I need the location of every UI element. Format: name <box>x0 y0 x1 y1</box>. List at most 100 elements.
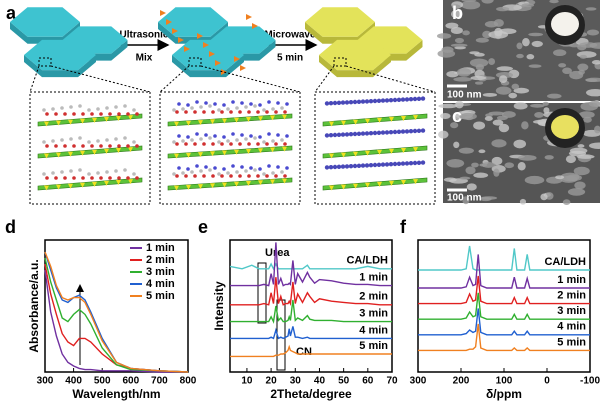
flake <box>473 121 486 130</box>
cn-atom <box>368 163 374 168</box>
panel-label: d <box>5 217 16 237</box>
slab-side <box>305 22 375 44</box>
flake <box>528 32 544 37</box>
cn-atom <box>360 131 366 136</box>
octahedron <box>353 151 358 157</box>
atom <box>135 176 139 180</box>
cn-atom <box>336 100 342 106</box>
atom <box>54 112 58 116</box>
atom <box>231 100 235 104</box>
octahedron <box>365 150 370 156</box>
flake <box>481 0 494 4</box>
ligand <box>203 42 209 48</box>
cn-atom <box>344 164 350 169</box>
x-tick-label: 10 <box>241 376 253 387</box>
series-line <box>230 344 392 358</box>
step-text: Microwave <box>264 30 316 41</box>
cn-atom <box>400 97 406 102</box>
atom <box>280 170 284 174</box>
cn-atom <box>412 160 418 166</box>
sem-images <box>436 0 600 206</box>
ligand <box>246 14 252 20</box>
cn-atom <box>396 97 402 103</box>
ligand <box>240 65 246 71</box>
atom <box>190 106 194 110</box>
box <box>276 299 286 371</box>
flake <box>524 175 545 185</box>
octahedron <box>377 181 382 187</box>
cn-atom <box>420 128 426 133</box>
x-tick-label: 400 <box>65 376 82 387</box>
series-line <box>418 245 590 271</box>
ligand <box>215 60 221 66</box>
cn-atom <box>324 165 330 170</box>
ligand <box>209 51 215 57</box>
octahedron <box>401 180 406 185</box>
x-tick-label: 800 <box>180 376 197 387</box>
atom <box>285 102 289 106</box>
octahedron <box>198 184 203 190</box>
octahedron <box>128 147 133 153</box>
atom <box>54 144 58 148</box>
atom <box>193 174 197 178</box>
cn-atom <box>420 160 426 165</box>
x-tick-label: 600 <box>122 376 139 387</box>
series-line <box>229 262 392 271</box>
slab-top <box>158 7 228 37</box>
octahedron <box>365 182 370 188</box>
atom <box>99 176 103 180</box>
atom <box>256 110 260 114</box>
cn-atom <box>416 160 422 165</box>
cn-atom <box>376 98 382 104</box>
panel-label: f <box>400 217 407 237</box>
flake <box>471 162 479 168</box>
ligand <box>197 33 203 39</box>
atom <box>54 176 58 180</box>
sem-overlay: b c 100 nm 100 nm <box>447 3 585 204</box>
atom <box>240 101 244 105</box>
atom <box>177 166 181 170</box>
layer <box>37 177 143 191</box>
atom <box>211 142 215 146</box>
x-tick-label: 200 <box>453 376 470 387</box>
flake <box>499 75 508 83</box>
x-tick-label: 100 <box>496 376 513 387</box>
atom <box>184 142 188 146</box>
flake <box>569 147 588 155</box>
atom <box>126 144 130 148</box>
atom <box>231 164 235 168</box>
flake <box>461 0 481 10</box>
atom <box>172 172 176 176</box>
atom <box>262 108 266 112</box>
flake <box>511 83 520 90</box>
y-axis-label: Intensity <box>212 281 226 331</box>
octahedron <box>270 179 275 185</box>
cn-atom <box>408 161 414 166</box>
atom <box>240 165 244 169</box>
octahedron <box>44 153 49 159</box>
cn-atom <box>348 132 354 137</box>
octahedron <box>128 115 133 121</box>
plot-frame <box>229 239 393 373</box>
atom <box>229 142 233 146</box>
atom <box>222 167 226 171</box>
flake <box>453 77 472 82</box>
octahedron <box>282 114 287 120</box>
octahedron <box>282 178 287 184</box>
flake <box>459 112 477 120</box>
flake <box>484 116 493 121</box>
atom <box>222 135 226 139</box>
x-axis-label: 2Theta/degree <box>270 387 352 401</box>
atom <box>114 105 118 109</box>
octahedron <box>210 183 215 189</box>
ligand <box>166 19 172 25</box>
atom <box>60 170 64 174</box>
octahedron <box>68 151 73 157</box>
atom <box>51 171 55 175</box>
octahedron <box>222 150 227 156</box>
octahedron <box>174 185 179 191</box>
atom <box>274 142 278 146</box>
atom <box>105 106 109 110</box>
cn-atom <box>364 163 370 168</box>
octahedron <box>413 179 418 185</box>
